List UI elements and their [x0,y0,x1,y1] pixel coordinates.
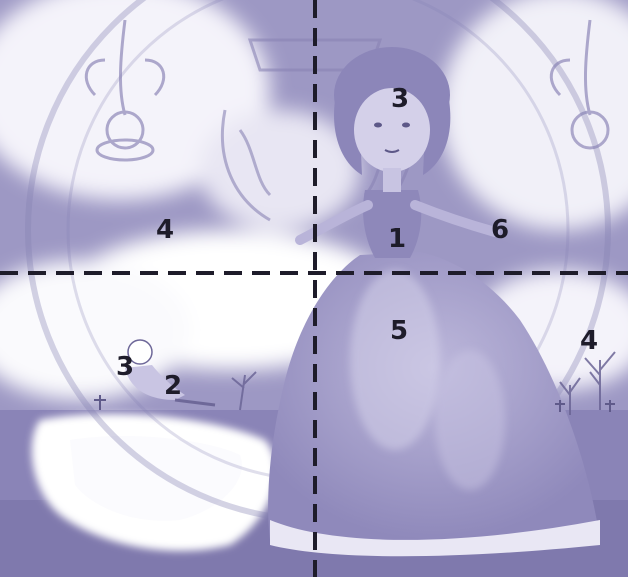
ornament-left [84,19,166,162]
region-marker-4-right: 4 [580,326,599,356]
region-marker-5: 5 [390,316,409,346]
gown-hem [270,520,600,557]
region-marker-2: 2 [164,371,183,401]
region-marker-3-bottom: 3 [116,352,135,382]
face [354,88,430,172]
sky-mist [0,0,628,400]
small-figure [125,339,216,407]
ornament-right [549,19,610,150]
region-marker-1: 1 [388,224,407,254]
region-marker-4-left: 4 [156,215,175,245]
bodice [363,190,422,258]
dead-trees [231,351,616,415]
grave-crosses [94,395,615,412]
arm-right [410,200,500,237]
region-marker-3-top: 3 [391,84,410,114]
region-marker-6: 6 [491,215,510,245]
arm-left [295,200,373,245]
